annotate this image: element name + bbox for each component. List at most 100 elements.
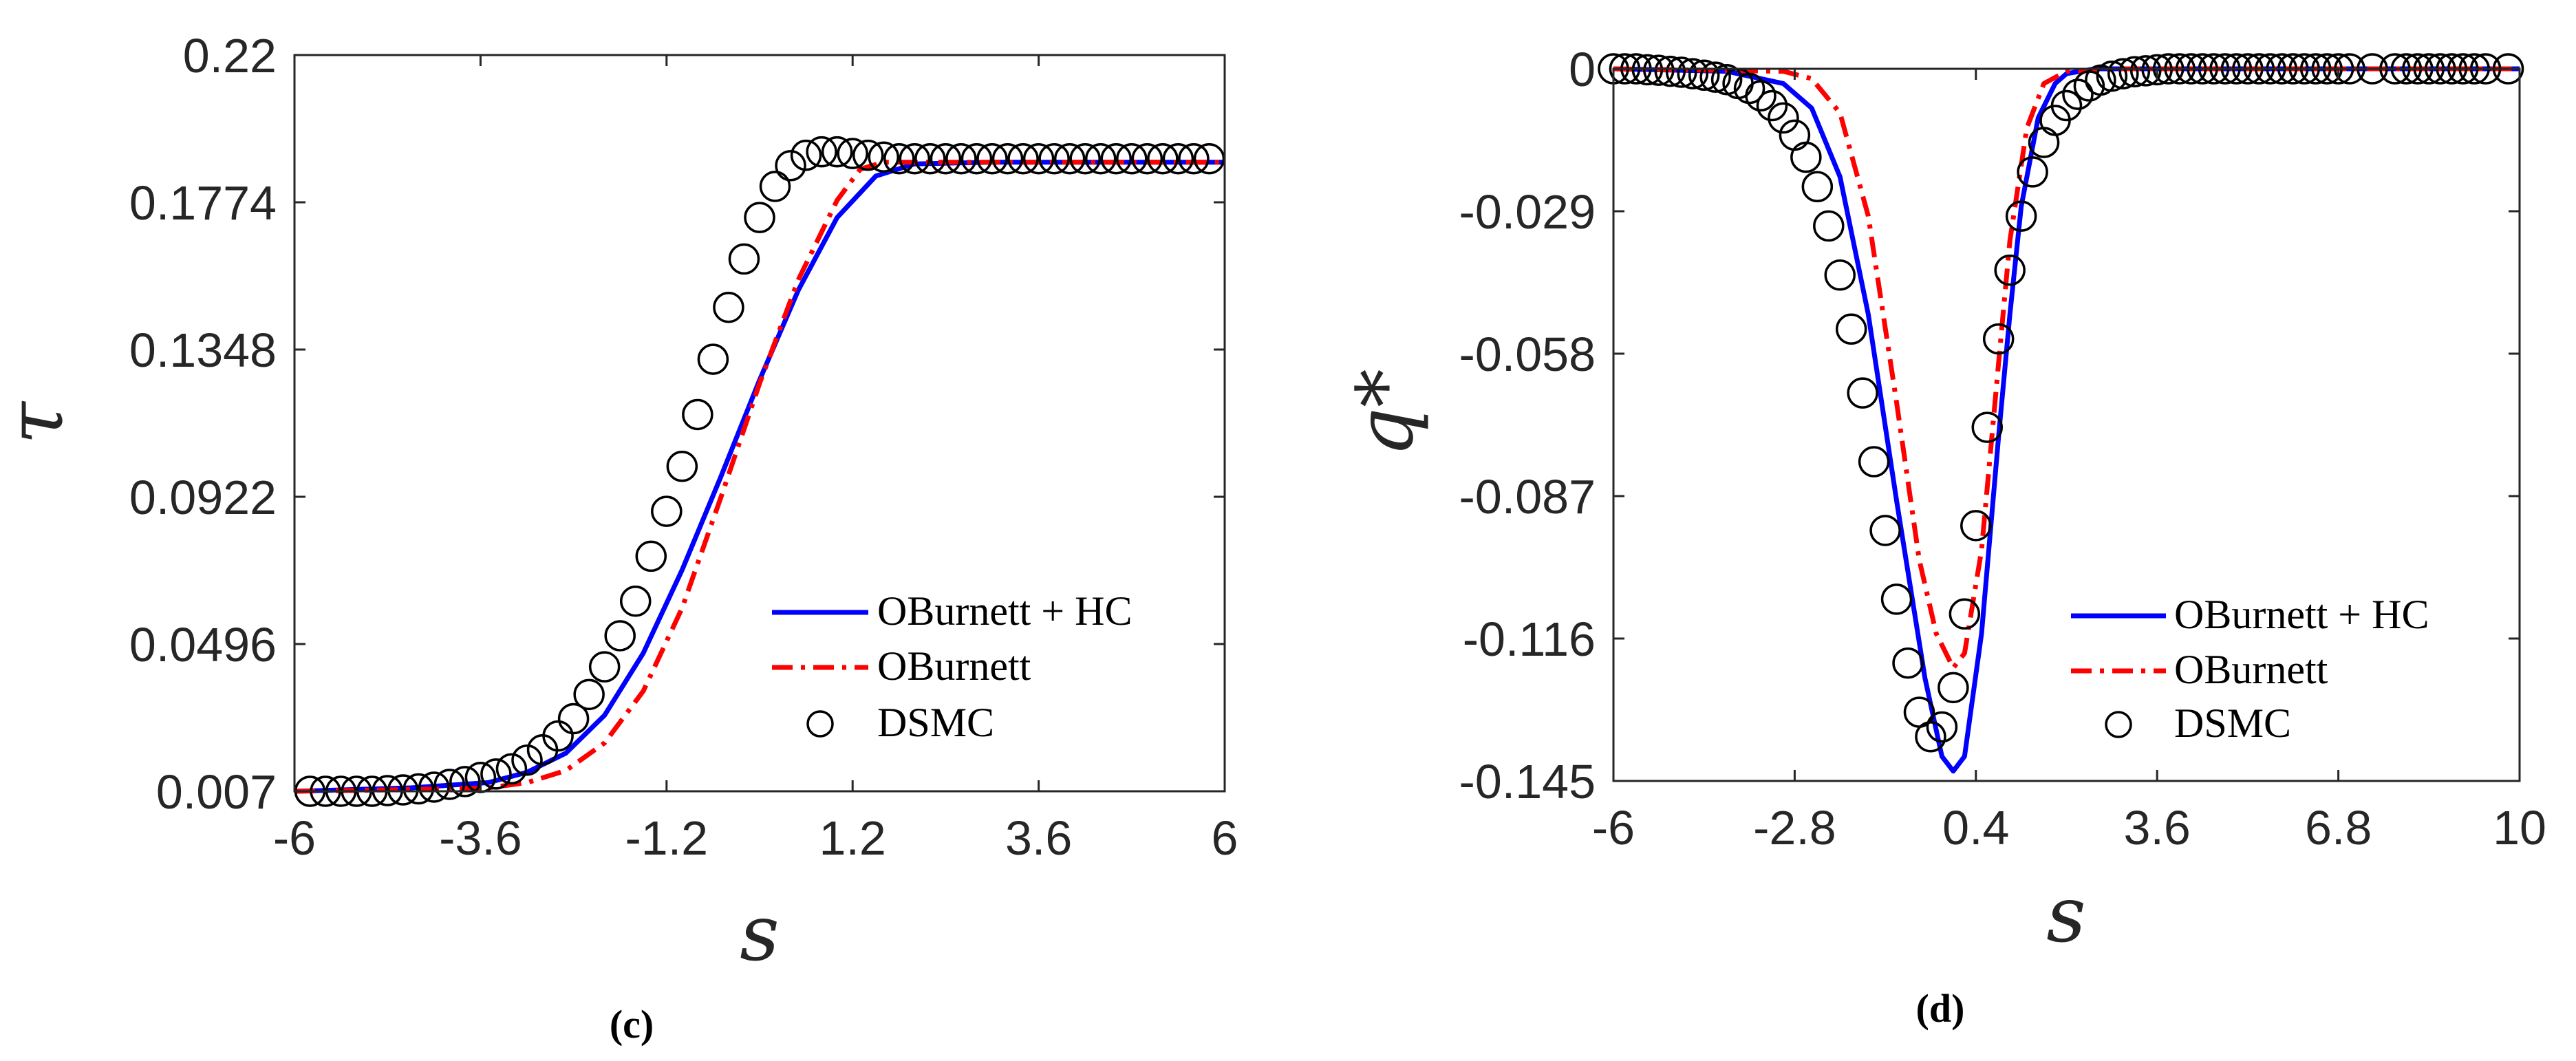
data-point-dsmc — [1007, 142, 1039, 175]
data-point-dsmc — [1813, 210, 1845, 242]
data-point-dsmc — [821, 136, 853, 168]
data-point-dsmc — [2118, 56, 2151, 88]
data-point-dsmc — [1790, 141, 1822, 173]
y-tick-label: 0.0496 — [129, 618, 277, 672]
data-point-dsmc — [1745, 80, 1777, 112]
y-axis-label-d-text: q* — [1341, 369, 1430, 457]
legend-d: OBurnett + HC OBurnett DSMC — [2071, 592, 2429, 746]
data-point-dsmc — [1084, 142, 1117, 175]
legend-label-oburnett-c: OBurnett — [877, 643, 1031, 689]
x-tick-label: 6.8 — [2305, 801, 2372, 855]
data-point-dsmc — [1688, 59, 1720, 92]
data-point-dsmc — [1677, 58, 1708, 89]
chart-panel-c: -6 -3.6 -1.2 1.2 3.6 6 0.007 0.0496 0.0922 0.1348… — [0, 29, 1238, 1047]
data-point-dsmc — [1982, 323, 2015, 355]
data-point-dsmc — [1949, 598, 1981, 630]
x-tick-label: 0.4 — [1942, 801, 2009, 855]
data-point-dsmc — [495, 753, 528, 785]
data-point-dsmc — [2062, 78, 2094, 110]
data-point-dsmc — [759, 171, 791, 202]
data-point-dsmc — [2050, 89, 2083, 122]
y-axis-label-c: τ — [0, 400, 80, 444]
data-point-dsmc — [402, 773, 435, 805]
data-point-dsmc — [960, 142, 993, 175]
data-point-dsmc — [480, 758, 512, 790]
data-point-dsmc — [449, 766, 481, 797]
data-point-dsmc — [1768, 102, 1799, 134]
data-point-dsmc — [1756, 89, 1788, 122]
plot-frame-d — [1612, 67, 2521, 782]
data-point-dsmc — [1131, 142, 1163, 175]
x-tick-label: 6 — [1212, 811, 1238, 865]
x-tick-label: -1.2 — [625, 811, 708, 865]
data-point-dsmc — [418, 771, 450, 803]
data-point-dsmc — [1847, 377, 1878, 409]
plot-frame-c — [293, 54, 1226, 793]
data-point-dsmc — [991, 142, 1024, 175]
data-point-dsmc — [1938, 672, 1969, 704]
y-tick-label: -0.058 — [1459, 328, 1596, 381]
data-point-dsmc — [604, 620, 636, 652]
x-axis-label-d: s — [2046, 870, 2085, 960]
data-point-dsmc — [573, 678, 605, 711]
y-tick-label: 0.1774 — [129, 176, 277, 230]
data-point-dsmc — [1858, 446, 1890, 478]
y-tick-label: -0.145 — [1459, 755, 1596, 808]
data-point-dsmc — [1699, 61, 1731, 93]
data-point-dsmc — [1915, 721, 1946, 753]
panel-label-d: (d) — [1916, 986, 1965, 1031]
data-point-dsmc — [1162, 142, 1194, 175]
data-point-dsmc — [1643, 54, 1675, 86]
x-tick-label: 3.6 — [2124, 801, 2191, 855]
series-line-oburnett — [294, 160, 1225, 794]
data-point-dsmc — [775, 150, 806, 182]
legend-label-oburnett-hc-d: OBurnett + HC — [2174, 592, 2429, 637]
data-point-dsmc — [852, 139, 884, 171]
data-point-dsmc — [542, 720, 574, 752]
data-point-dsmc — [1869, 515, 1901, 546]
data-point-dsmc — [1880, 583, 1913, 615]
data-point-dsmc — [682, 398, 713, 431]
data-point-dsmc — [433, 769, 466, 800]
data-point-dsmc — [1100, 142, 1133, 175]
x-tick-label: -6 — [1592, 801, 1635, 855]
data-point-dsmc — [713, 291, 744, 323]
series-line-oburnett-hc — [1613, 66, 2520, 774]
y-tick-label: -0.029 — [1459, 185, 1596, 239]
chart-panel-d: -6 -2.8 0.4 3.6 6.8 10 0 -0.029 -0.058 -0.087 -0.1… — [1341, 43, 2546, 1031]
data-point-dsmc — [930, 142, 962, 175]
x-tick-label: 1.2 — [819, 811, 886, 865]
data-point-dsmc — [619, 585, 652, 617]
data-point-dsmc — [945, 142, 977, 175]
data-point-dsmc — [899, 142, 931, 175]
y-tick-label: 0 — [1569, 43, 1596, 96]
x-tick-label: 10 — [2493, 801, 2546, 855]
legend-label-dsmc-d: DSMC — [2174, 700, 2291, 746]
data-point-dsmc — [790, 139, 822, 171]
data-point-dsmc — [728, 243, 760, 275]
data-point-dsmc — [1824, 259, 1856, 291]
data-point-dsmc — [837, 138, 868, 169]
data-point-dsmc — [1178, 142, 1210, 175]
legend-label-dsmc-c: DSMC — [877, 700, 994, 745]
data-point-dsmc — [2005, 200, 2037, 232]
y-tick-label: 0.22 — [183, 29, 277, 83]
x-tick-label: 3.6 — [1005, 811, 1072, 865]
data-point-dsmc — [1994, 254, 2026, 286]
data-point-dsmc — [1960, 510, 1992, 542]
data-point-dsmc — [635, 540, 667, 572]
data-point-dsmc — [666, 451, 698, 482]
data-point-dsmc — [1666, 56, 1697, 88]
legend-marker-dsmc-d — [2105, 711, 2132, 738]
y-tick-label: 0.0922 — [129, 471, 277, 524]
data-point-dsmc — [2129, 55, 2162, 87]
data-point-dsmc — [1971, 411, 2004, 443]
data-point-dsmc — [806, 136, 837, 168]
data-point-dsmc — [1116, 142, 1148, 175]
y-tick-label: -0.116 — [1463, 612, 1596, 666]
data-point-dsmc — [588, 651, 621, 683]
data-point-dsmc — [1038, 142, 1070, 175]
legend-label-oburnett-hc-c: OBurnett + HC — [877, 588, 1133, 634]
data-point-dsmc — [1801, 171, 1834, 203]
data-point-dsmc — [387, 774, 419, 806]
